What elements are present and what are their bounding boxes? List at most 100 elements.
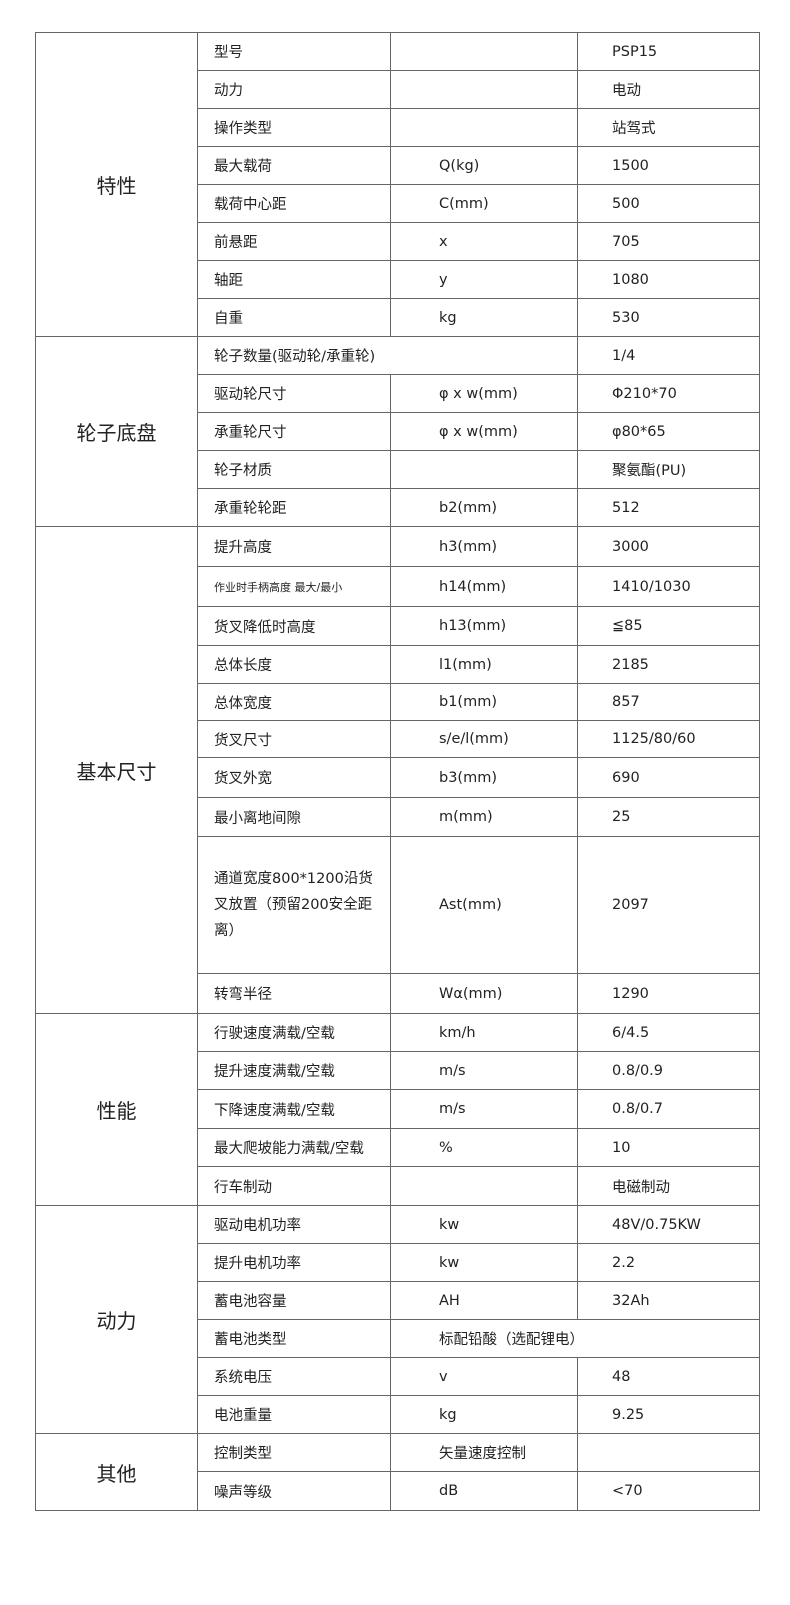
spec-value: 48V/0.75KW [577,1205,760,1244]
spec-value: 1125/80/60 [577,720,760,758]
spec-unit [390,108,578,147]
spec-unit: s/e/l(mm) [390,720,578,758]
spec-value: 10 [577,1128,760,1167]
spec-value: 0.8/0.9 [577,1051,760,1090]
spec-label: 总体宽度 [197,683,391,721]
table-row: 货叉尺寸 s/e/l(mm) 1125/80/60 [36,720,760,758]
spec-unit: φ x w(mm) [390,374,578,413]
spec-unit [390,1166,578,1206]
table-row: 特性 型号 PSP15 [35,32,760,337]
spec-unit: 标配铅酸（选配锂电） [390,1319,760,1358]
spec-value: <70 [577,1471,760,1511]
spec-value: 48 [577,1357,760,1396]
spec-label: 承重轮尺寸 [197,412,391,451]
spec-unit: b1(mm) [390,683,578,721]
spec-unit: h3(mm) [390,526,578,567]
spec-label: 转弯半径 [197,973,391,1014]
spec-table: 特性 型号 PSP15 动力 电动 操作类型 站驾式 最大载荷 Q(kg) 1500 载荷中心距 C(… [35,32,760,1511]
spec-label: 控制类型 [197,1433,391,1472]
spec-value: φ80*65 [577,412,760,451]
spec-label: 轴距 [197,260,391,299]
table-row: 货叉降低时高度 h13(mm) ≦85 [36,606,760,646]
spec-value: 857 [577,683,760,721]
spec-unit: AH [390,1281,578,1320]
spec-unit: y [390,260,578,299]
table-row: 自重 kg 530 [36,298,760,337]
spec-unit: Ast(mm) [390,836,578,974]
spec-unit: kw [390,1205,578,1244]
spec-label: 最小离地间隙 [197,797,391,837]
spec-label: 最大爬坡能力满载/空载 [197,1128,391,1167]
spec-value: 2097 [577,836,760,974]
table-row: 其他 控制类型 矢量速度控制 [35,1433,760,1511]
spec-label: 下降速度满载/空载 [197,1089,391,1129]
section-title: 基本尺寸 [35,526,198,1014]
spec-unit: dB [390,1471,578,1511]
spec-unit: C(mm) [390,184,578,223]
spec-label: 货叉外宽 [197,757,391,798]
spec-label: 行驶速度满载/空载 [197,1013,391,1052]
table-row: 行车制动 电磁制动 [36,1166,760,1206]
spec-unit: % [390,1128,578,1167]
table-row: 提升速度满载/空载 m/s 0.8/0.9 [36,1051,760,1090]
table-row: 承重轮轮距 b2(mm) 512 [36,488,760,527]
spec-unit: kg [390,1395,578,1434]
spec-label: 操作类型 [197,108,391,147]
spec-value: Φ210*70 [577,374,760,413]
spec-value: 32Ah [577,1281,760,1320]
spec-unit: m(mm) [390,797,578,837]
spec-value: 9.25 [577,1395,760,1434]
table-row: 前悬距 x 705 [36,222,760,261]
table-row: 转弯半径 Wα(mm) 1290 [36,973,760,1014]
spec-label: 货叉尺寸 [197,720,391,758]
table-row: 噪声等级 dB <70 [36,1471,760,1511]
table-row: 载荷中心距 C(mm) 500 [36,184,760,223]
spec-label: 自重 [197,298,391,337]
section-title: 轮子底盘 [35,336,198,527]
table-row: 轮子材质 聚氨酯(PU) [36,450,760,489]
section-title: 性能 [35,1013,198,1206]
spec-unit: b2(mm) [390,488,578,527]
spec-value: 705 [577,222,760,261]
spec-label: 总体长度 [197,645,391,684]
table-row: 驱动轮尺寸 φ x w(mm) Φ210*70 [36,374,760,413]
spec-value: 聚氨酯(PU) [577,450,760,489]
spec-label: 载荷中心距 [197,184,391,223]
spec-value: 1080 [577,260,760,299]
spec-value: 1290 [577,973,760,1014]
spec-value: 1/4 [577,336,760,375]
spec-unit: kg [390,298,578,337]
spec-label: 提升高度 [197,526,391,567]
table-row: 总体长度 l1(mm) 2185 [36,645,760,684]
spec-value: 0.8/0.7 [577,1089,760,1129]
spec-unit: l1(mm) [390,645,578,684]
table-row: 轴距 y 1080 [36,260,760,299]
spec-unit: m/s [390,1089,578,1129]
spec-unit: 矢量速度控制 [390,1433,578,1472]
section-title: 特性 [35,32,198,337]
spec-value: 2185 [577,645,760,684]
spec-value [577,1433,760,1472]
spec-unit: v [390,1357,578,1396]
spec-unit: Wα(mm) [390,973,578,1014]
spec-label: 驱动电机功率 [197,1205,391,1244]
table-row: 作业时手柄高度 最大/最小 h14(mm) 1410/1030 [36,566,760,607]
spec-label: 前悬距 [197,222,391,261]
table-row: 蓄电池类型 标配铅酸（选配锂电） [36,1319,760,1358]
table-row: 基本尺寸 提升高度 h3(mm) 3000 [35,526,760,1014]
spec-label: 行车制动 [197,1166,391,1206]
spec-label: 噪声等级 [197,1471,391,1511]
spec-value: PSP15 [577,32,760,71]
spec-value: 2.2 [577,1243,760,1282]
table-row: 轮子底盘 轮子数量(驱动轮/承重轮) 1/4 [35,336,760,527]
spec-label: 承重轮轮距 [197,488,391,527]
spec-value: 690 [577,757,760,798]
spec-unit: kw [390,1243,578,1282]
table-row: 系统电压 v 48 [36,1357,760,1396]
table-row: 最大载荷 Q(kg) 1500 [36,146,760,185]
table-row: 提升电机功率 kw 2.2 [36,1243,760,1282]
table-row: 货叉外宽 b3(mm) 690 [36,757,760,798]
table-row: 性能 行驶速度满载/空载 km/h 6/4.5 [35,1013,760,1206]
spec-value: 电磁制动 [577,1166,760,1206]
spec-label: 系统电压 [197,1357,391,1396]
